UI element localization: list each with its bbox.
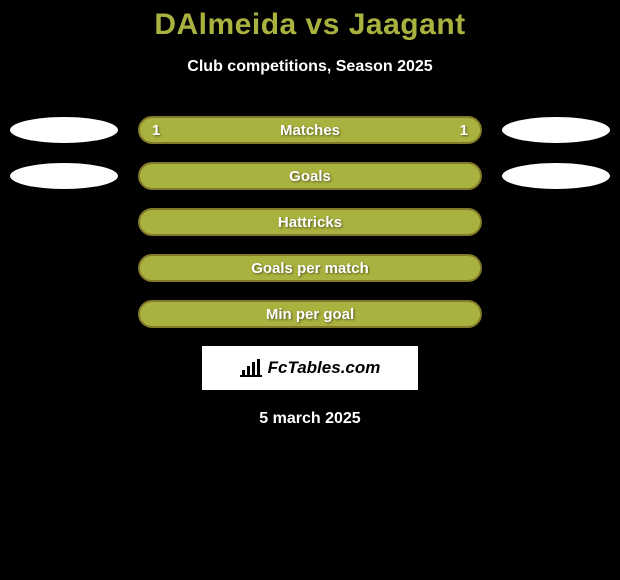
page-title: DAlmeida vs Jaagant xyxy=(0,0,620,42)
stat-bar: Hattricks xyxy=(138,208,482,236)
player-right-marker xyxy=(502,163,610,189)
stat-row: Hattricks xyxy=(0,208,620,236)
stat-label: Hattricks xyxy=(278,214,342,231)
stat-bar: 1 Matches 1 xyxy=(138,116,482,144)
stat-row: Goals xyxy=(0,162,620,190)
stat-label: Goals per match xyxy=(251,260,369,277)
stat-label: Min per goal xyxy=(266,306,354,323)
player-left-marker xyxy=(10,163,118,189)
stat-label: Matches xyxy=(280,122,340,139)
stat-row: 1 Matches 1 xyxy=(0,116,620,144)
subtitle: Club competitions, Season 2025 xyxy=(0,58,620,76)
player-left-marker xyxy=(10,117,118,143)
stat-bar: Goals xyxy=(138,162,482,190)
bar-chart-icon xyxy=(240,359,262,377)
stat-bar: Min per goal xyxy=(138,300,482,328)
comparison-chart: 1 Matches 1 Goals Hattricks Goals per match Mi… xyxy=(0,116,620,328)
date-label: 5 march 2025 xyxy=(0,410,620,428)
brand-label: FcTables.com xyxy=(268,358,381,378)
brand-box: FcTables.com xyxy=(202,346,418,390)
stat-value-right: 1 xyxy=(460,122,468,139)
stat-row: Goals per match xyxy=(0,254,620,282)
stat-value-left: 1 xyxy=(152,122,160,139)
stat-bar: Goals per match xyxy=(138,254,482,282)
stat-label: Goals xyxy=(289,168,331,185)
player-right-marker xyxy=(502,117,610,143)
stat-row: Min per goal xyxy=(0,300,620,328)
